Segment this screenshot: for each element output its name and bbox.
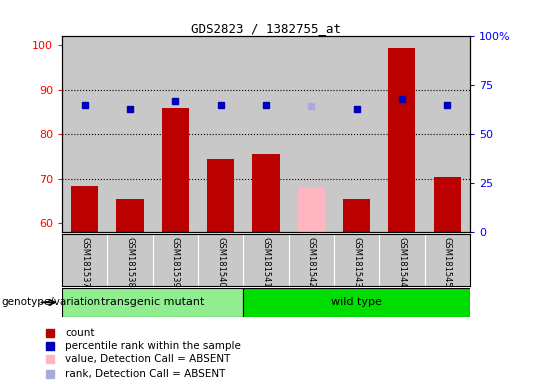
Text: GSM181545: GSM181545 <box>443 237 451 288</box>
Text: value, Detection Call = ABSENT: value, Detection Call = ABSENT <box>65 354 231 364</box>
Text: GSM181540: GSM181540 <box>216 237 225 288</box>
Text: GSM181538: GSM181538 <box>126 237 134 288</box>
Bar <box>62 288 244 317</box>
Text: wild type: wild type <box>331 297 382 308</box>
Text: count: count <box>65 328 94 338</box>
Bar <box>434 177 461 232</box>
Text: rank, Detection Call = ABSENT: rank, Detection Call = ABSENT <box>65 369 225 379</box>
Text: transgenic mutant: transgenic mutant <box>101 297 204 308</box>
Bar <box>162 108 189 232</box>
Text: percentile rank within the sample: percentile rank within the sample <box>65 341 241 351</box>
Bar <box>298 188 325 232</box>
Text: GSM181544: GSM181544 <box>397 237 406 288</box>
Title: GDS2823 / 1382755_at: GDS2823 / 1382755_at <box>191 22 341 35</box>
Text: GSM181537: GSM181537 <box>80 237 89 288</box>
Bar <box>244 288 470 317</box>
Text: genotype/variation: genotype/variation <box>1 297 100 308</box>
Text: GSM181542: GSM181542 <box>307 237 316 288</box>
Bar <box>252 154 280 232</box>
Bar <box>71 185 98 232</box>
Bar <box>343 199 370 232</box>
Text: GSM181543: GSM181543 <box>352 237 361 288</box>
Bar <box>388 48 415 232</box>
Text: GSM181539: GSM181539 <box>171 237 180 288</box>
Bar <box>207 159 234 232</box>
Text: GSM181541: GSM181541 <box>261 237 271 288</box>
Bar <box>117 199 144 232</box>
